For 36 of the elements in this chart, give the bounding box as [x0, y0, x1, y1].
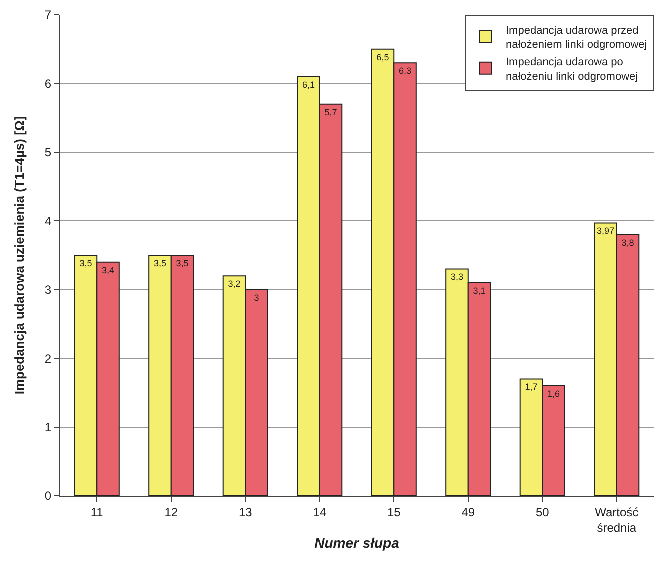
- data-label: 3: [254, 292, 260, 303]
- y-tick-label: 5: [44, 146, 52, 160]
- x-tick-label: Wartość średnia: [595, 505, 639, 535]
- data-label: 6,3: [399, 66, 412, 76]
- data-label: 6,5: [376, 52, 390, 62]
- data-label: 3,2: [228, 279, 241, 290]
- data-label: 1,7: [525, 382, 538, 392]
- legend-label: Impedancja udarowa przed nałożeniem linki odgromowej: [506, 24, 648, 52]
- x-axis-title: Numer słupa: [314, 535, 400, 551]
- x-tick-label: 12: [164, 505, 178, 520]
- data-label: 3,4: [102, 265, 115, 276]
- y-tick-label: 3: [44, 283, 52, 298]
- data-label: 3,5: [80, 258, 92, 268]
- y-axis-title: Impedancja udarowa uziemienia (T1=4µs) [Ω]: [12, 116, 27, 395]
- y-tick-label: 7: [44, 8, 52, 22]
- x-tick-label: 14: [313, 505, 327, 520]
- y-tick-label: 1: [44, 420, 52, 434]
- data-label: 5,7: [324, 107, 338, 118]
- y-tick-label: 0: [44, 489, 52, 504]
- x-tick-label: 50: [536, 505, 550, 520]
- data-label: 6,1: [302, 80, 315, 90]
- legend-label: Impedancja udarowa po nałożeniu linki odgromowej: [506, 56, 638, 83]
- x-tick-label: 11: [90, 505, 104, 520]
- data-label: 3,5: [176, 258, 189, 268]
- x-tick-label: 13: [238, 505, 253, 520]
- data-label: 1,6: [548, 389, 560, 400]
- data-label: 3,8: [622, 238, 634, 248]
- y-tick-label: 4: [44, 214, 52, 228]
- data-label: 3,1: [473, 286, 486, 296]
- x-tick-label: 49: [462, 505, 476, 520]
- data-label: 3,97: [596, 226, 615, 236]
- y-tick-label: 6: [44, 76, 52, 91]
- data-label: 3,5: [154, 258, 166, 268]
- x-tick-label: 15: [387, 505, 402, 520]
- data-label: 3,3: [450, 272, 464, 282]
- y-tick-label: 2: [44, 352, 52, 366]
